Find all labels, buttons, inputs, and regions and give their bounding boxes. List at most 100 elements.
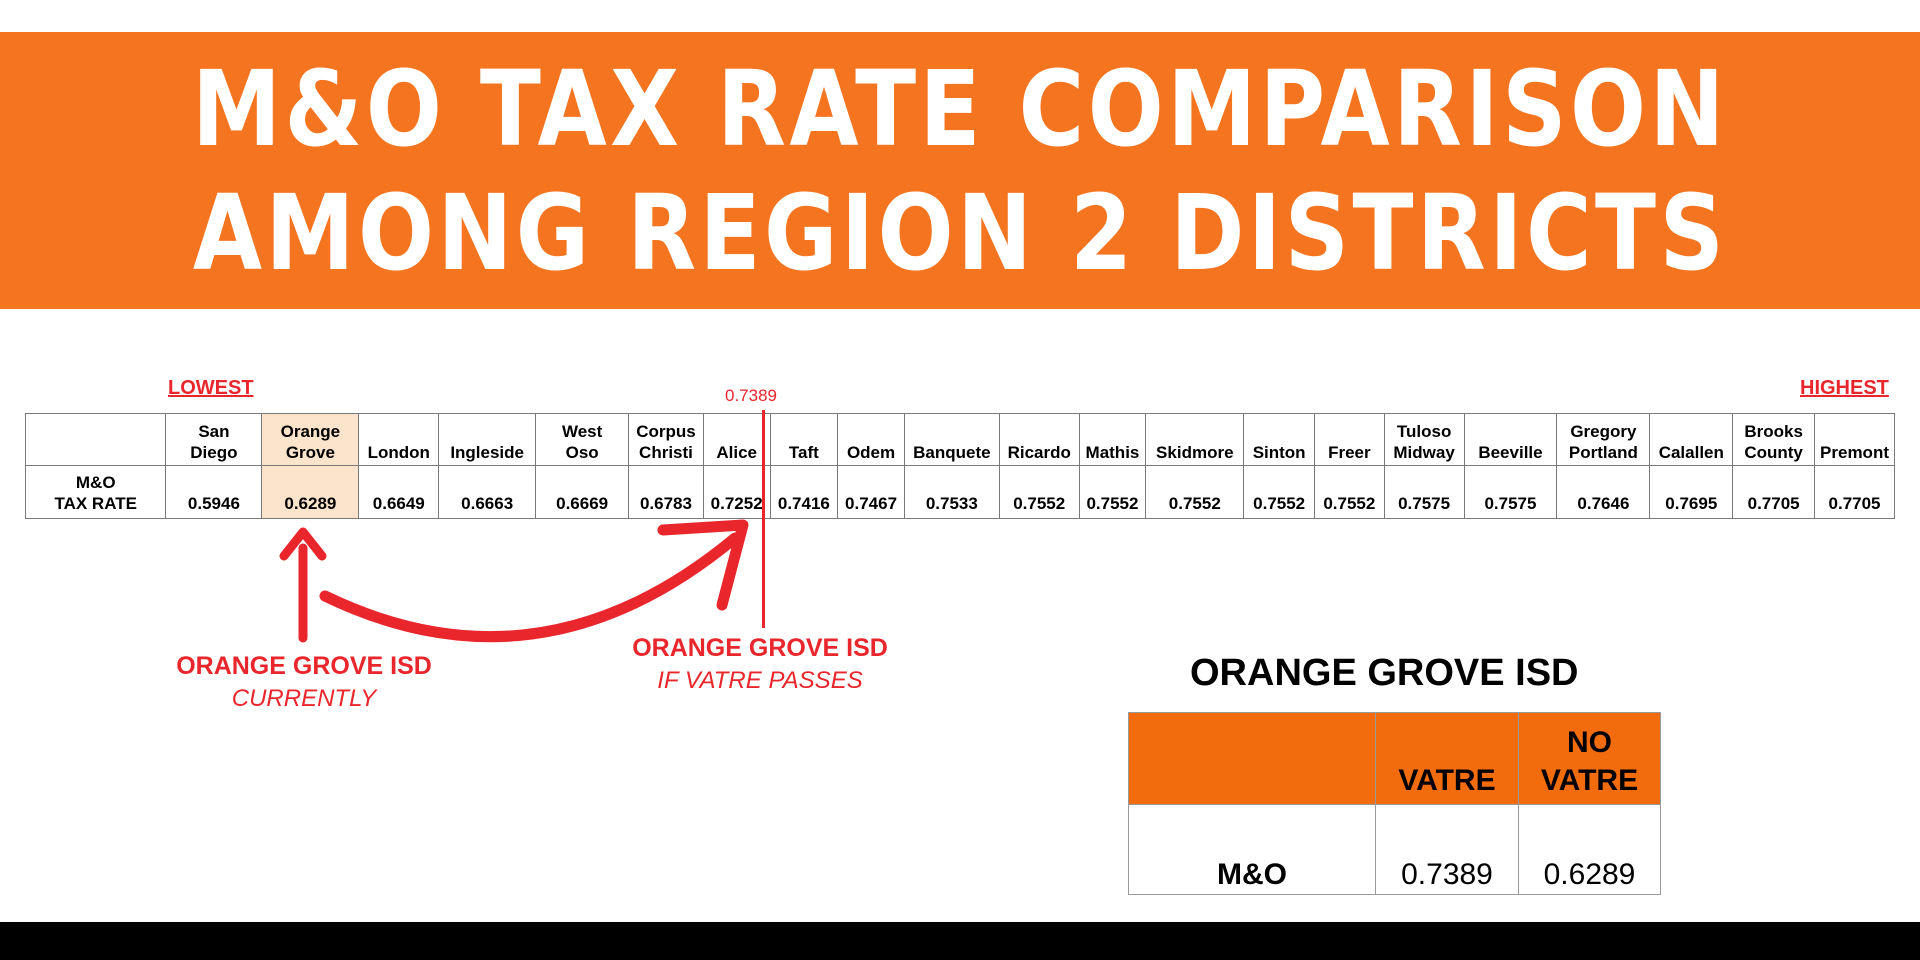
- district-name-line-2: County: [1744, 443, 1803, 462]
- current-up-arrow-head: [279, 527, 327, 561]
- tax-rate-cell: 0.7416: [769, 465, 839, 519]
- curved-arrow-shaft: [319, 532, 741, 643]
- district-header-cell: Calallen: [1649, 413, 1734, 466]
- curved-arrow-head: [657, 519, 749, 611]
- tax-rate-cell: 0.6289: [261, 465, 360, 519]
- district-name-line-2: Sinton: [1252, 443, 1306, 462]
- district-header-cell: Freer: [1314, 413, 1385, 466]
- district-name-line-2: Portland: [1568, 443, 1638, 462]
- district-name-line-2: Christi: [639, 443, 693, 462]
- district-name-line-2: Banquete: [913, 443, 991, 462]
- district-header-cell: Banquete: [903, 413, 1000, 466]
- district-header-cell: Beeville: [1463, 413, 1558, 466]
- mo-row-label: M&O: [1128, 804, 1376, 895]
- district-name-line-2: Skidmore: [1156, 443, 1234, 462]
- vatre-mo-row: M&O 0.7389 0.6289: [1128, 804, 1661, 895]
- caption-if-passes-sub: IF VATRE PASSES: [657, 667, 863, 694]
- tax-rate-cell: 0.6663: [438, 465, 537, 519]
- vatre-value: 0.7389: [1375, 804, 1519, 895]
- district-header-cell: London: [358, 413, 440, 466]
- district-header-cell: Tuloso Midway: [1383, 413, 1465, 466]
- district-header-cell: Sinton: [1243, 413, 1315, 466]
- tax-rate-row: M&O TAX RATE 0.5946 0.6289 0.6649 0.6663 0.6…: [24, 465, 1895, 519]
- tax-rate-cell: 0.5946: [165, 465, 263, 519]
- district-header-cell: Premont: [1814, 413, 1895, 466]
- tax-rate-cell: 0.7705: [1814, 465, 1895, 519]
- tax-rate-cell: 0.7552: [1145, 465, 1245, 519]
- district-header-cell: Brooks County: [1732, 413, 1816, 466]
- district-name-line-2: Taft: [788, 443, 819, 462]
- district-name-line-1: West: [561, 422, 603, 441]
- district-header-cell: Corpus Christi: [628, 413, 704, 466]
- district-header-cell: San Diego: [165, 413, 263, 466]
- vatre-corner-cell: [1128, 712, 1376, 805]
- row-label-line-2: TAX RATE: [54, 494, 137, 513]
- tax-rate-cell: 0.6649: [358, 465, 440, 519]
- tax-rate-cell: 0.7533: [903, 465, 1000, 519]
- tax-rate-cell: 0.7575: [1383, 465, 1465, 519]
- tax-rate-cell: 0.7646: [1556, 465, 1651, 519]
- district-header-cell: Taft: [769, 413, 839, 466]
- vatre-col-header: VATRE: [1375, 712, 1519, 805]
- district-name-line-2: Premont: [1820, 443, 1889, 462]
- footer-bar: [0, 922, 1920, 960]
- comparison-heading: ORANGE GROVE ISD: [1190, 652, 1579, 694]
- vatre-header-row: VATRE NO VATRE: [1128, 712, 1661, 805]
- district-name-line-1: Orange: [280, 422, 341, 441]
- no-vatre-col-header-line-1: NO: [1567, 726, 1612, 759]
- district-header-cell: Ricardo: [998, 413, 1080, 466]
- tax-rate-cell: 0.7705: [1732, 465, 1816, 519]
- tax-rate-cell: 0.7552: [1243, 465, 1315, 519]
- tax-rate-cell: 0.7552: [998, 465, 1080, 519]
- district-name-line-2: London: [367, 443, 430, 462]
- district-name-line-2: Mathis: [1085, 443, 1140, 462]
- caption-if-passes: ORANGE GROVE ISD IF VATRE PASSES: [632, 632, 888, 698]
- district-name-line-2: Beeville: [1478, 443, 1543, 462]
- district-name-line-1: Brooks: [1744, 422, 1803, 441]
- title-line-2: AMONG REGION 2 DISTRICTS: [192, 171, 1728, 294]
- tax-rate-cell: 0.6669: [535, 465, 630, 519]
- row-label-line-1: M&O: [75, 473, 116, 492]
- district-name-line-1: Corpus: [636, 422, 696, 441]
- district-name-line-1: San: [198, 422, 230, 441]
- no-vatre-col-header-line-2: VATRE: [1540, 764, 1639, 797]
- district-name-line-2: Oso: [565, 443, 599, 462]
- district-name-line-1: Gregory: [1570, 422, 1637, 441]
- district-name-line-2: Grove: [285, 443, 335, 462]
- vatre-col-header-line-2: VATRE: [1398, 764, 1496, 797]
- title-banner: M&O TAX RATE COMPARISON AMONG REGION 2 D…: [0, 32, 1920, 309]
- district-name-line-2: Odem: [846, 443, 896, 462]
- tax-rate-cell: 0.7467: [837, 465, 905, 519]
- vatre-comparison-table: VATRE NO VATRE M&O 0.7389 0.6289: [1128, 712, 1661, 895]
- title-line-1: M&O TAX RATE COMPARISON: [192, 47, 1728, 170]
- caption-currently: ORANGE GROVE ISD CURRENTLY: [176, 650, 432, 716]
- tax-rate-cell: 0.6783: [628, 465, 704, 519]
- district-name-line-2: Ricardo: [1007, 443, 1071, 462]
- tax-rate-cell: 0.7575: [1463, 465, 1558, 519]
- caption-currently-sub: CURRENTLY: [231, 685, 377, 712]
- tax-rate-cell: 0.7552: [1078, 465, 1147, 519]
- district-name-line-1: Tuloso: [1396, 422, 1452, 441]
- tax-rate-cell: 0.7252: [702, 465, 771, 519]
- vatre-marker-line: [762, 410, 765, 628]
- district-name-line-2: Calallen: [1658, 443, 1724, 462]
- marker-value-label: 0.7389: [725, 386, 777, 405]
- tax-rate-table: San Diego Orange Grove London Ingleside West Os…: [24, 413, 1895, 519]
- no-vatre-value: 0.6289: [1518, 804, 1661, 895]
- caption-if-passes-title: ORANGE GROVE ISD: [632, 634, 888, 662]
- tax-rate-cell: 0.7695: [1649, 465, 1734, 519]
- district-name-line-2: Diego: [190, 443, 238, 462]
- row-label-cell: M&O TAX RATE: [24, 465, 167, 519]
- tax-rate-cell: 0.7552: [1314, 465, 1385, 519]
- district-name-line-2: Freer: [1328, 443, 1371, 462]
- district-header-row: San Diego Orange Grove London Ingleside West Os…: [24, 413, 1895, 466]
- district-name-line-2: Alice: [716, 443, 757, 462]
- no-vatre-col-header: NO VATRE: [1518, 712, 1661, 805]
- lowest-label: LOWEST: [168, 377, 254, 399]
- district-header-cell: Skidmore: [1145, 413, 1245, 466]
- highest-label: HIGHEST: [1800, 377, 1889, 399]
- district-header-cell: Ingleside: [438, 413, 537, 466]
- district-name-line-2: Ingleside: [450, 443, 524, 462]
- district-header-cell: Orange Grove: [261, 413, 360, 466]
